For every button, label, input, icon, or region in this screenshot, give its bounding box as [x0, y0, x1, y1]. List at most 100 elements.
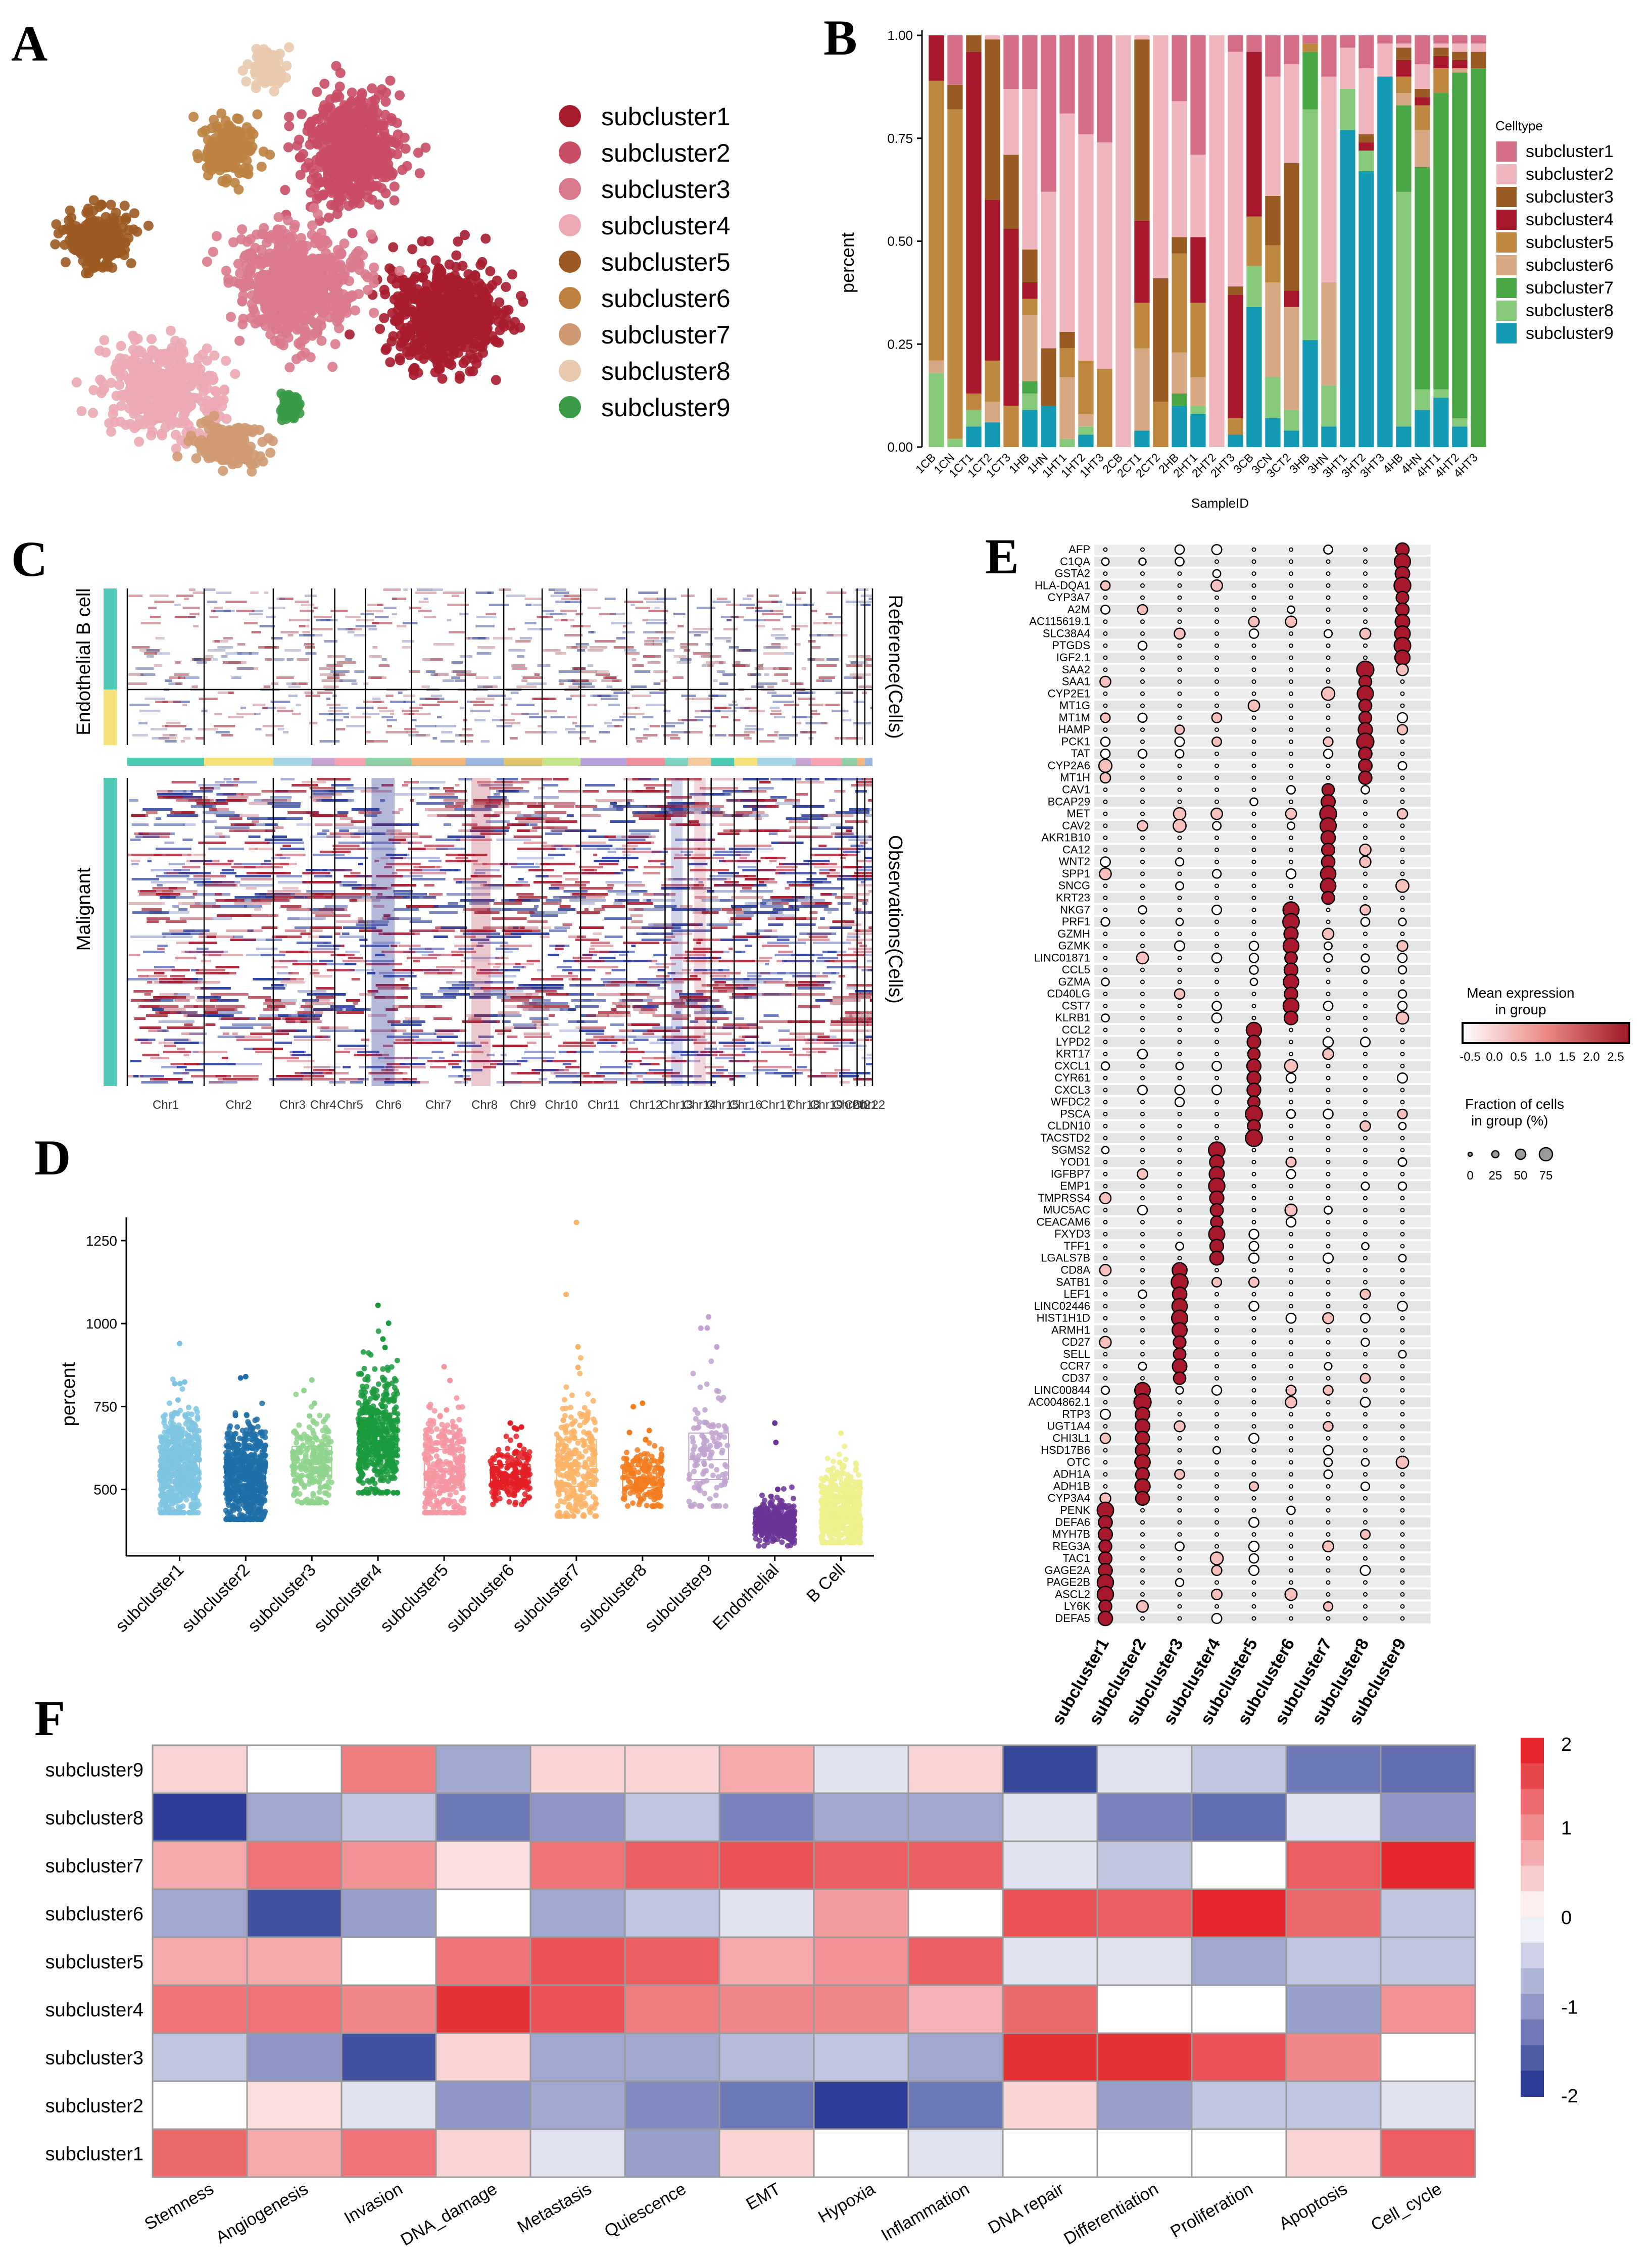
tsne-point-subcluster6 [209, 115, 219, 125]
c-cnv-streak-obs [216, 793, 236, 796]
c-cnv-streak-ref [240, 707, 246, 709]
c-chrom-bar-Chr3 [273, 758, 312, 766]
bar-segment-1HN-subcluster3 [1041, 348, 1056, 406]
c-cnv-streak-ref [287, 658, 294, 661]
bar-segment-1HT1-subcluster5 [1059, 348, 1075, 377]
c-cnv-streak-ref [433, 643, 455, 646]
c-cnv-streak-obs [841, 923, 861, 926]
c-cnv-streak-ref [685, 698, 693, 700]
c-cnv-streak-ref [455, 734, 462, 736]
bar-segment-1HB-subcluster3 [1022, 250, 1037, 282]
c-cnv-streak-obs [339, 829, 349, 832]
tsne-point-subcluster1 [451, 262, 461, 272]
c-cnv-streak-ref [221, 734, 233, 736]
c-cnv-streak-obs [325, 905, 348, 908]
c-cnv-streak-obs [227, 860, 233, 862]
c-cnv-streak-obs [644, 866, 674, 868]
c-cnv-streak-ref [447, 619, 451, 621]
c-cnv-streak-obs [639, 817, 671, 820]
tsne-point-subcluster1 [400, 326, 410, 336]
tsne-point-subcluster1 [386, 336, 397, 347]
c-cnv-streak-obs [538, 787, 545, 790]
tsne-point-subcluster3 [286, 249, 297, 259]
c-cnv-streak-ref [309, 722, 318, 724]
c-cnv-streak-ref [728, 704, 738, 706]
c-cnv-streak-obs [849, 808, 869, 811]
c-cnv-streak-ref [759, 740, 775, 743]
c-cnv-streak-obs [769, 832, 778, 835]
tsne-point-subcluster1 [450, 293, 460, 304]
c-cnv-streak-ref [354, 634, 367, 636]
tsne-point-subcluster3 [212, 231, 222, 241]
c-cnv-streak-ref [711, 695, 726, 697]
tsne-point-subcluster1 [476, 320, 486, 330]
c-cnv-streak-ref [175, 682, 182, 685]
c-cnv-streak-ref [185, 728, 192, 730]
c-cnv-streak-ref [508, 628, 515, 630]
tsne-point-subcluster3 [298, 291, 308, 301]
tsne-point-subcluster1 [433, 294, 444, 304]
c-chrom-bar-Chr16 [734, 758, 757, 766]
bar-segment-1HN-subcluster2 [1041, 192, 1056, 349]
c-cnv-streak-ref [772, 701, 794, 703]
c-cnv-streak-obs [730, 829, 741, 832]
c-cnv-streak-ref [823, 622, 832, 624]
c-cnv-streak-obs [563, 872, 595, 874]
c-cnv-streak-obs [546, 899, 561, 902]
c-cnv-streak-ref [657, 598, 676, 600]
bar-segment-1CT3-subcluster1 [1003, 35, 1018, 89]
c-cnv-streak-obs [824, 908, 839, 911]
c-cnv-streak-obs [616, 893, 639, 896]
tsne-point-subcluster5 [82, 243, 92, 254]
c-cnv-streak-ref [250, 592, 258, 594]
c-cnv-streak-obs [267, 842, 304, 844]
c-cnv-streak-obs [554, 845, 563, 847]
c-cnv-streak-ref [470, 710, 490, 712]
bar-segment-4HB-subcluster5 [1396, 77, 1411, 93]
tsne-point-subcluster1 [407, 244, 417, 254]
c-cnv-streak-obs [287, 811, 319, 814]
c-cnv-streak-obs [444, 823, 451, 826]
c-cnv-streak-ref [213, 658, 218, 661]
c-cnv-streak-obs [249, 835, 261, 838]
tsne-point-subcluster3 [275, 243, 285, 253]
bar-segment-3HT3-subcluster9 [1377, 77, 1392, 448]
bar-segment-1HB-subcluster1 [1022, 35, 1037, 89]
c-cnv-streak-ref [207, 601, 217, 603]
tsne-point-subcluster3 [363, 285, 373, 295]
c-cnv-streak-obs [410, 787, 433, 790]
c-cnv-streak-ref [525, 598, 543, 600]
c-cnv-streak-obs [435, 839, 460, 841]
c-cnv-streak-obs [731, 896, 763, 899]
c-cnv-streak-ref [564, 595, 581, 597]
tsne-point-subcluster2 [323, 134, 333, 144]
c-cnv-streak-ref [305, 595, 317, 597]
c-cnv-streak-obs [715, 851, 752, 853]
c-cnv-streak-obs [132, 823, 149, 826]
c-cnv-streak-obs [456, 857, 468, 859]
c-cnv-streak-ref [493, 637, 513, 640]
c-cnv-streak-ref [853, 676, 864, 679]
bar-segment-3HB-subcluster7 [1302, 52, 1318, 110]
c-cnv-streak-obs [399, 808, 404, 811]
b-legend-swatch-subcluster8 [1496, 301, 1517, 321]
c-cnv-streak-obs [740, 890, 773, 893]
c-cnv-streak-ref [431, 695, 442, 697]
c-cnv-streak-ref [449, 631, 465, 633]
c-cnv-streak-obs [830, 926, 852, 929]
c-cnv-streak-ref [266, 616, 276, 618]
c-cnv-streak-ref [719, 661, 726, 664]
c-cnv-streak-ref [223, 637, 233, 640]
b-legend-label-subcluster7: subcluster7 [1526, 278, 1614, 298]
c-cnv-streak-obs [721, 908, 742, 911]
c-cnv-streak-ref [740, 604, 755, 606]
c-cnv-streak-obs [534, 905, 539, 908]
tsne-point-subcluster1 [390, 316, 400, 326]
tsne-point-subcluster4 [154, 354, 164, 364]
bar-segment-1HB-subcluster5 [1022, 299, 1037, 316]
bar-segment-2CB-subcluster2 [1115, 35, 1131, 447]
c-cnv-streak-obs [138, 890, 173, 893]
c-cnv-streak-ref [345, 658, 352, 661]
c-cnv-streak-ref [635, 707, 640, 709]
c-cnv-streak-ref [853, 722, 871, 724]
